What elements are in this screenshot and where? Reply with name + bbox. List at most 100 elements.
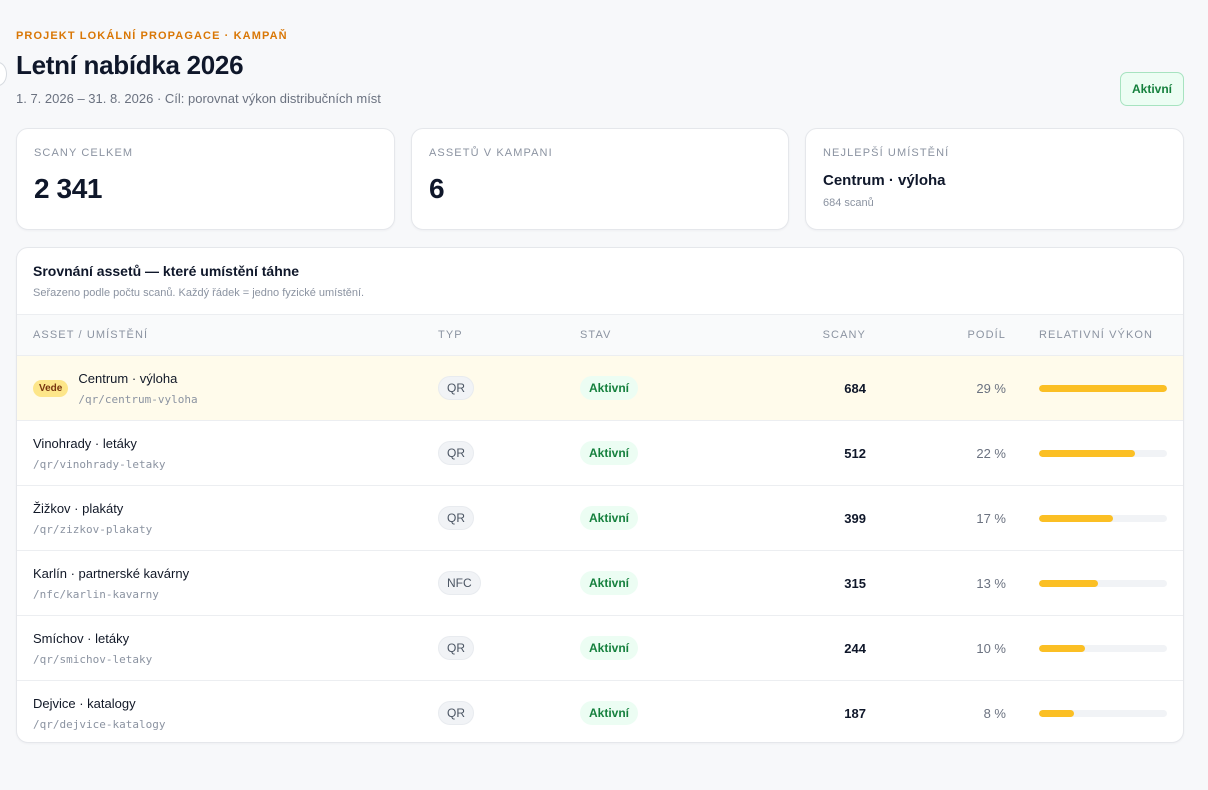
table-row[interactable]: Vinohrady · letáky /qr/vinohrady-letaky … [17, 420, 1183, 486]
state-chip: Aktivní [580, 441, 639, 465]
column-header-type[interactable]: TYP [438, 315, 580, 356]
column-header-state[interactable]: STAV [580, 315, 780, 356]
state-chip: Aktivní [580, 571, 639, 595]
asset-comparison-card: Srovnání assetů — které umístění táhne S… [16, 247, 1184, 743]
asset-cell: Smíchov · letáky /qr/smichov-letaky [17, 615, 438, 681]
scans-cell: 684 [780, 355, 866, 421]
relative-bar-fill [1039, 449, 1135, 457]
stat-card-scans: SCANY CELKEM 2 341 [16, 128, 395, 230]
card-header: Srovnání assetů — které umístění táhne S… [17, 248, 1183, 315]
state-cell: Aktivní [580, 485, 780, 551]
type-chip: QR [438, 376, 474, 400]
state-cell: Aktivní [580, 355, 780, 421]
campaign-status-badge[interactable]: Aktivní [1120, 72, 1184, 106]
relative-cell [1006, 615, 1183, 681]
share-cell: 29 % [866, 355, 1006, 421]
state-chip: Aktivní [580, 376, 639, 400]
relative-bar-fill [1039, 384, 1167, 392]
stat-value: 6 [429, 173, 445, 204]
relative-cell [1006, 681, 1183, 743]
asset-path: /qr/smichov-letaky [33, 652, 153, 666]
share-cell: 13 % [866, 550, 1006, 616]
card-subtitle: Seřazeno podle počtu scanů. Každý řádek … [33, 287, 365, 299]
asset-cell: Karlín · partnerské kavárny /nfc/karlin-… [17, 550, 438, 616]
relative-bar-fill [1039, 644, 1086, 652]
asset-path: /qr/zizkov-plakaty [33, 522, 153, 536]
relative-cell [1006, 355, 1183, 421]
relative-cell [1006, 550, 1183, 616]
asset-name: Žižkov · plakáty [33, 500, 124, 516]
share-cell: 8 % [983, 705, 1006, 721]
relative-bar-track [1039, 449, 1167, 457]
share-cell: 17 % [866, 485, 1006, 551]
lead-badge: Vede [33, 379, 69, 397]
type-cell: QR [438, 615, 580, 681]
page-title: Letní nabídka 2026 [16, 50, 244, 80]
stat-value: 2 341 [34, 173, 103, 204]
state-cell: Aktivní [580, 420, 780, 486]
asset-cell: Vede Centrum · výloha /qr/centrum-vyloha [17, 355, 438, 421]
relative-bar-track [1039, 514, 1167, 522]
stat-card-best-placement: NEJLEPŠÍ UMÍSTĚNÍ Centrum · výloha 684 s… [805, 128, 1184, 230]
column-header-share[interactable]: PODÍL [866, 315, 1006, 356]
type-chip: QR [438, 506, 474, 530]
table-row[interactable]: Žižkov · plakáty /qr/zizkov-plakaty QR A… [17, 485, 1183, 551]
asset-name: Smíchov · letáky [33, 630, 130, 646]
relative-bar-track [1039, 579, 1167, 587]
type-chip: QR [438, 636, 474, 660]
type-chip: QR [438, 701, 474, 725]
stat-value: Centrum · výloha [823, 172, 946, 189]
type-cell: QR [438, 420, 580, 486]
type-cell: QR [438, 355, 580, 421]
asset-name: Karlín · partnerské kavárny [33, 565, 190, 581]
state-cell: Aktivní [580, 615, 780, 681]
type-chip: QR [438, 441, 474, 465]
column-header-scans[interactable]: SCANY [780, 315, 866, 356]
state-cell: Aktivní [580, 550, 780, 616]
asset-name: Centrum · výloha [78, 370, 178, 386]
asset-name: Vinohrady · letáky [33, 435, 137, 451]
card-title: Srovnání assetů — které umístění táhne [33, 263, 300, 279]
type-cell: QR [438, 681, 580, 743]
type-cell: NFC [438, 550, 580, 616]
asset-path: /qr/dejvice-katalogy [33, 717, 166, 731]
relative-cell [1006, 420, 1183, 486]
column-header-relative[interactable]: RELATIVNÍ VÝKON [1006, 315, 1183, 356]
stat-detail: 684 scanů [823, 197, 874, 209]
scans-cell: 399 [780, 485, 866, 551]
scans-cell: 244 [780, 615, 866, 681]
asset-path: /nfc/karlin-kavarny [33, 587, 159, 601]
relative-cell [1006, 485, 1183, 551]
relative-bar-track [1039, 384, 1167, 392]
stats-row: SCANY CELKEM 2 341 ASSETŮ V KAMPANI 6 NE… [16, 128, 1184, 230]
table-row[interactable]: Karlín · partnerské kavárny /nfc/karlin-… [17, 550, 1183, 616]
scans-cell: 315 [780, 550, 866, 616]
relative-bar-fill [1039, 709, 1074, 717]
stat-label: NEJLEPŠÍ UMÍSTĚNÍ [823, 147, 950, 159]
table-header-row: ASSET / UMÍSTĚNÍ TYP STAV SCANY PODÍL RE… [17, 315, 1183, 356]
state-chip: Aktivní [580, 506, 639, 530]
relative-bar-fill [1039, 514, 1114, 522]
edge-handle[interactable] [0, 62, 7, 86]
asset-cell: Vinohrady · letáky /qr/vinohrady-letaky [17, 420, 438, 486]
type-cell: QR [438, 485, 580, 551]
asset-path: /qr/centrum-vyloha [78, 392, 198, 406]
page-subtitle: 1. 7. 2026 – 31. 8. 2026 · Cíl: porovnat… [16, 91, 381, 106]
asset-name: Dejvice · katalogy [33, 695, 136, 711]
stat-label: SCANY CELKEM [34, 147, 134, 159]
column-header-asset[interactable]: ASSET / UMÍSTĚNÍ [17, 315, 438, 356]
type-chip: NFC [438, 571, 481, 595]
stat-label: ASSETŮ V KAMPANI [429, 147, 553, 159]
asset-cell: Žižkov · plakáty /qr/zizkov-plakaty [17, 485, 438, 551]
table-row[interactable]: Smíchov · letáky /qr/smichov-letaky QR A… [17, 615, 1183, 681]
scans-cell: 512 [780, 420, 866, 486]
relative-bar-track [1039, 709, 1167, 717]
share-cell: 10 % [866, 615, 1006, 681]
table-row[interactable]: Dejvice · katalogy /qr/dejvice-katalogy … [17, 681, 1183, 743]
asset-cell: Dejvice · katalogy /qr/dejvice-katalogy [17, 681, 438, 743]
state-cell: Aktivní [580, 681, 780, 743]
table-row[interactable]: Vede Centrum · výloha /qr/centrum-vyloha… [17, 355, 1183, 421]
relative-bar-fill [1039, 579, 1098, 587]
asset-table: ASSET / UMÍSTĚNÍ TYP STAV SCANY PODÍL RE… [17, 315, 1183, 743]
stat-card-assets: ASSETŮ V KAMPANI 6 [411, 128, 789, 230]
